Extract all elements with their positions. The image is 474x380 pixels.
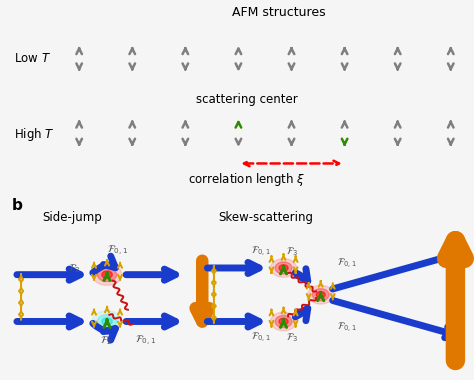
Text: Skew-scattering: Skew-scattering: [219, 211, 313, 224]
Text: $\mathcal{F}_{3}$: $\mathcal{F}_{3}$: [286, 331, 298, 344]
Text: $\mathcal{F}_{0,1}$: $\mathcal{F}_{0,1}$: [337, 257, 357, 271]
Circle shape: [279, 265, 288, 271]
Text: $\mathcal{F}_{0,1}$: $\mathcal{F}_{0,1}$: [107, 244, 128, 258]
Text: $\mathcal{F}_{2}$: $\mathcal{F}_{2}$: [67, 262, 80, 275]
Circle shape: [279, 318, 288, 325]
Circle shape: [97, 268, 117, 282]
Text: AFM structures: AFM structures: [232, 5, 326, 19]
Text: Side-jump: Side-jump: [42, 211, 102, 224]
Circle shape: [275, 262, 292, 274]
Circle shape: [275, 315, 292, 328]
Text: $\mathcal{F}_{0,1}$: $\mathcal{F}_{0,1}$: [135, 334, 156, 348]
Text: scattering center: scattering center: [195, 93, 297, 106]
Circle shape: [308, 285, 334, 304]
Text: $\mathcal{F}_{2}$: $\mathcal{F}_{2}$: [100, 334, 113, 347]
Circle shape: [316, 291, 325, 298]
Circle shape: [312, 289, 329, 301]
Circle shape: [102, 271, 112, 279]
Text: correlation length $\xi$: correlation length $\xi$: [188, 171, 305, 188]
Text: b: b: [12, 198, 23, 213]
Circle shape: [271, 312, 297, 331]
Circle shape: [92, 264, 122, 285]
Text: High $T$: High $T$: [14, 125, 55, 142]
Text: $\mathcal{F}_{0,1}$: $\mathcal{F}_{0,1}$: [251, 331, 271, 345]
Text: Low $T$: Low $T$: [14, 52, 51, 65]
Text: $\mathcal{F}_{0,1}$: $\mathcal{F}_{0,1}$: [251, 245, 271, 260]
Circle shape: [102, 318, 112, 325]
Circle shape: [92, 311, 122, 332]
Circle shape: [97, 315, 117, 328]
Text: $\mathcal{F}_{0,1}$: $\mathcal{F}_{0,1}$: [337, 321, 357, 335]
Text: $\mathcal{F}_{3}$: $\mathcal{F}_{3}$: [286, 245, 298, 258]
Circle shape: [271, 259, 297, 277]
